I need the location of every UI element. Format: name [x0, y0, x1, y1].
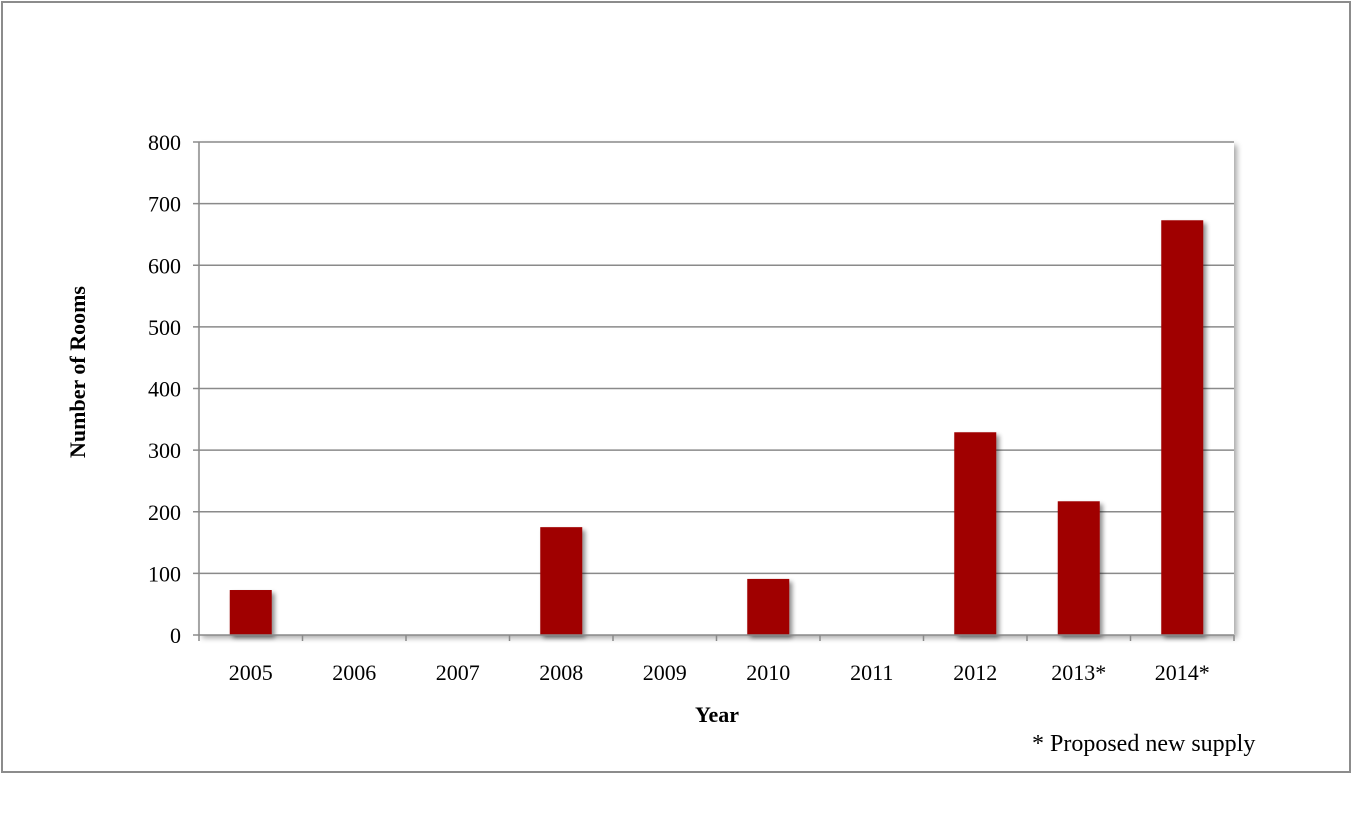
- x-tick-label: 2012: [953, 660, 997, 685]
- gridlines: [199, 141, 1234, 575]
- x-tick-label: 2005: [229, 660, 273, 685]
- y-tick-label: 200: [148, 500, 181, 525]
- y-tick-label: 500: [148, 315, 181, 340]
- bar-2014: [1161, 220, 1204, 636]
- y-tick-label: 0: [170, 623, 181, 648]
- bars: [229, 220, 1204, 636]
- bar-2008: [540, 527, 583, 635]
- x-tick-label: 2008: [539, 660, 583, 685]
- bar-2013: [1057, 501, 1100, 635]
- y-tick-label: 400: [148, 377, 181, 402]
- x-tick-label: 2006: [332, 660, 376, 685]
- y-tick-label: 600: [148, 253, 181, 278]
- x-tick-label: 2011: [850, 660, 893, 685]
- x-tick-label: 2013*: [1051, 660, 1106, 685]
- axes: [193, 141, 1235, 641]
- x-tick-labels: 2005 2006 2007 2008 2009 2010 2011 2012 2013* 201…: [229, 660, 1210, 685]
- y-tick-labels: 0 100 200 300 400 500 600 700 800: [148, 130, 181, 648]
- bar-2012: [954, 432, 997, 635]
- y-tick-label: 100: [148, 561, 181, 586]
- x-tick-label: 2014*: [1155, 660, 1210, 685]
- y-tick-label: 800: [148, 130, 181, 155]
- y-tick-label: 300: [148, 438, 181, 463]
- x-tick-label: 2009: [643, 660, 687, 685]
- y-axis-title: Number of Rooms: [65, 286, 90, 458]
- y-tick-label: 700: [148, 192, 181, 217]
- x-axis-title: Year: [695, 702, 739, 727]
- x-tick-label: 2007: [436, 660, 480, 685]
- bar-2010: [747, 578, 790, 635]
- x-tick-label: 2010: [746, 660, 790, 685]
- footnote: * Proposed new supply: [1032, 731, 1256, 757]
- bar-2005: [229, 590, 272, 635]
